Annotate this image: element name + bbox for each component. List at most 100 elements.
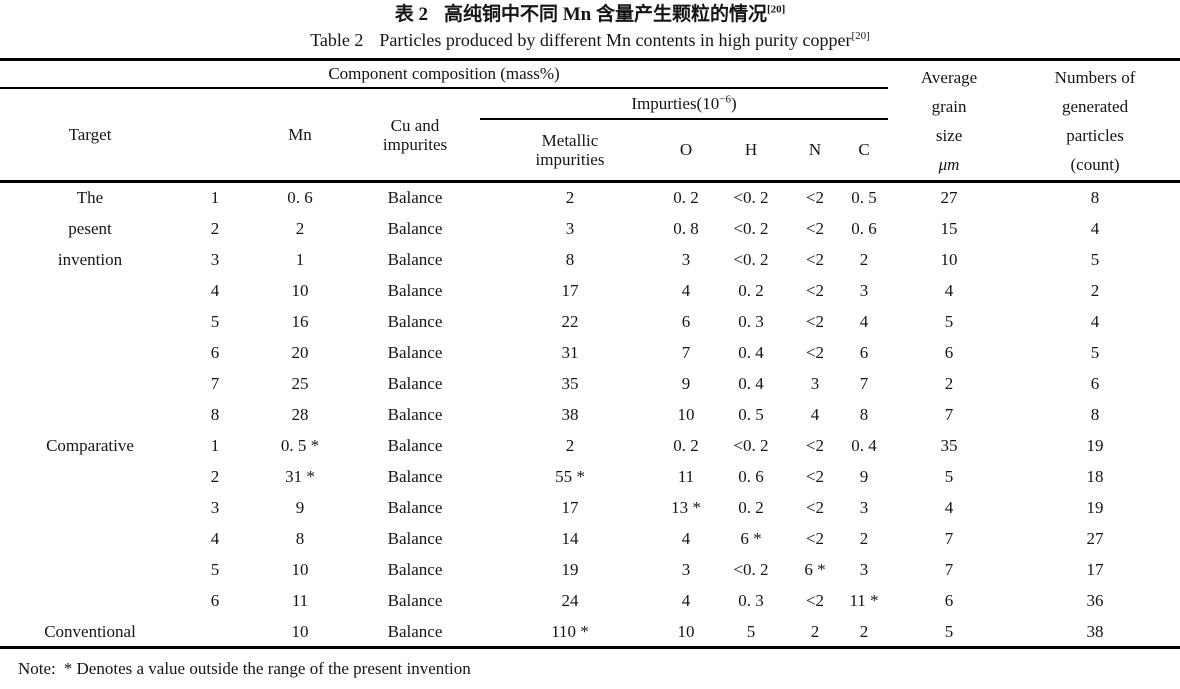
header-oxygen: O bbox=[679, 140, 693, 159]
cell: 0. 5 * bbox=[280, 436, 320, 456]
cell: 6 bbox=[1090, 374, 1100, 394]
cell bbox=[0, 369, 180, 400]
cell: <2 bbox=[805, 312, 825, 332]
cell: <2 bbox=[805, 219, 825, 239]
cell: 0. 5 bbox=[851, 188, 877, 208]
cell: Balance bbox=[387, 467, 443, 487]
cell: 7 bbox=[210, 374, 220, 394]
cell: <2 bbox=[805, 250, 825, 270]
cell: 3 bbox=[210, 498, 220, 518]
cell: 35 bbox=[940, 436, 958, 456]
cell: 55 * bbox=[555, 467, 585, 487]
cell: 38 bbox=[561, 405, 579, 425]
cell: 28 bbox=[291, 405, 309, 425]
cell bbox=[180, 617, 250, 648]
table-row: 4 10 Balance 17 4 0. 2 <2 3 4 2 bbox=[0, 276, 1180, 307]
cell: 5 bbox=[944, 467, 954, 487]
cell: 38 bbox=[1086, 621, 1104, 641]
cell: 5 bbox=[210, 312, 220, 332]
cell: 0. 2 bbox=[673, 188, 699, 208]
header-cu-and-impurites: Cu and impurites bbox=[382, 115, 448, 154]
cell: <2 bbox=[805, 281, 825, 301]
cell: 11 * bbox=[849, 591, 879, 611]
table-row: invention 3 1 Balance 8 3 <0. 2 <2 2 10 5 bbox=[0, 245, 1180, 276]
cell: 2 bbox=[210, 219, 220, 239]
cell: 8 bbox=[210, 405, 220, 425]
cell: 22 bbox=[561, 312, 579, 332]
cell bbox=[0, 400, 180, 431]
cell: 27 bbox=[1086, 529, 1104, 549]
cell: 0. 2 bbox=[738, 281, 764, 301]
cell: 7 bbox=[944, 405, 954, 425]
cell: 5 bbox=[746, 621, 756, 641]
header-carbon: C bbox=[858, 140, 870, 159]
table-row: Comparative 1 0. 5 * Balance 2 0. 2 <0. 2 <2 0. … bbox=[0, 431, 1180, 462]
cell: Balance bbox=[387, 621, 443, 641]
cell: 2 bbox=[944, 374, 954, 394]
cell: Balance bbox=[387, 405, 443, 425]
cell: <2 bbox=[805, 529, 825, 549]
cell: 8 bbox=[295, 529, 305, 549]
cell: <0. 2 bbox=[733, 219, 769, 239]
table-title-en: Table 2 Particles produced by different M… bbox=[0, 29, 1180, 52]
cell: 10 bbox=[940, 250, 958, 270]
cell: 5 bbox=[1090, 343, 1100, 363]
cell: 0. 3 bbox=[738, 591, 764, 611]
cell: 4 bbox=[681, 529, 691, 549]
cell: 2 bbox=[859, 621, 869, 641]
table-number-zh: 表 2 bbox=[394, 4, 428, 25]
table-row: Conventional 10 Balance 110 * 10 5 2 2 5 38 bbox=[0, 617, 1180, 648]
cell: 0. 6 bbox=[851, 219, 877, 239]
cell: 4 bbox=[944, 498, 954, 518]
cell: <2 bbox=[805, 467, 825, 487]
cell bbox=[0, 586, 180, 617]
cell: 110 * bbox=[551, 621, 589, 641]
cell: 17 bbox=[561, 281, 579, 301]
cell: <0. 2 bbox=[733, 560, 769, 580]
cell: 1 bbox=[210, 188, 220, 208]
cell: 6 * bbox=[740, 529, 762, 549]
cell: 6 bbox=[210, 591, 220, 611]
cell: 4 bbox=[210, 281, 220, 301]
cell: 5 bbox=[210, 560, 220, 580]
table-title-zh: 表 2 高纯铜中不同 Mn 含量产生颗粒的情况[20] bbox=[0, 0, 1180, 27]
cell: 9 bbox=[295, 498, 305, 518]
cell: <2 bbox=[805, 591, 825, 611]
cell: <0. 2 bbox=[733, 250, 769, 270]
header-generated-particles: Numbers of generated particles (count) bbox=[1054, 67, 1136, 174]
table-row: 8 28 Balance 38 10 0. 5 4 8 7 8 bbox=[0, 400, 1180, 431]
table-row: 5 10 Balance 19 3 <0. 2 6 * 3 7 17 bbox=[0, 555, 1180, 586]
cell: 18 bbox=[1086, 467, 1104, 487]
table-number-en: Table 2 bbox=[310, 29, 364, 50]
cell: 0. 8 bbox=[673, 219, 699, 239]
cell: 3 bbox=[681, 250, 691, 270]
table-row: 3 9 Balance 17 13 * 0. 2 <2 3 4 19 bbox=[0, 493, 1180, 524]
table-footnote: Note: * Denotes a value outside the range… bbox=[18, 659, 1180, 679]
cell: 20 bbox=[291, 343, 309, 363]
cell: Balance bbox=[387, 188, 443, 208]
header-mn: Mn bbox=[288, 124, 312, 144]
table-row: 6 20 Balance 31 7 0. 4 <2 6 6 5 bbox=[0, 338, 1180, 369]
header-sample-number bbox=[180, 88, 250, 181]
table-row: The 1 0. 6 Balance 2 0. 2 <0. 2 <2 0. 5 27 8 bbox=[0, 183, 1180, 214]
cell: 3 bbox=[859, 281, 869, 301]
cell: Balance bbox=[387, 560, 443, 580]
cell: Balance bbox=[387, 281, 443, 301]
cell bbox=[0, 524, 180, 555]
cell: <2 bbox=[805, 343, 825, 363]
header-target: Target bbox=[68, 124, 112, 144]
cell: 0. 2 bbox=[673, 436, 699, 456]
table-row: 4 8 Balance 14 4 6 * <2 2 7 27 bbox=[0, 524, 1180, 555]
cell: 4 bbox=[859, 312, 869, 332]
cell: invention bbox=[57, 250, 123, 270]
cell: 6 bbox=[944, 343, 954, 363]
cell: 6 bbox=[681, 312, 691, 332]
cell: 7 bbox=[681, 343, 691, 363]
cell: 2 bbox=[810, 621, 820, 641]
table-row: 6 11 Balance 24 4 0. 3 <2 11 * 6 36 bbox=[0, 586, 1180, 617]
cell: Balance bbox=[387, 498, 443, 518]
cell: 10 bbox=[291, 560, 309, 580]
cell: 4 bbox=[681, 281, 691, 301]
cell: 27 bbox=[940, 188, 958, 208]
cell bbox=[0, 462, 180, 493]
